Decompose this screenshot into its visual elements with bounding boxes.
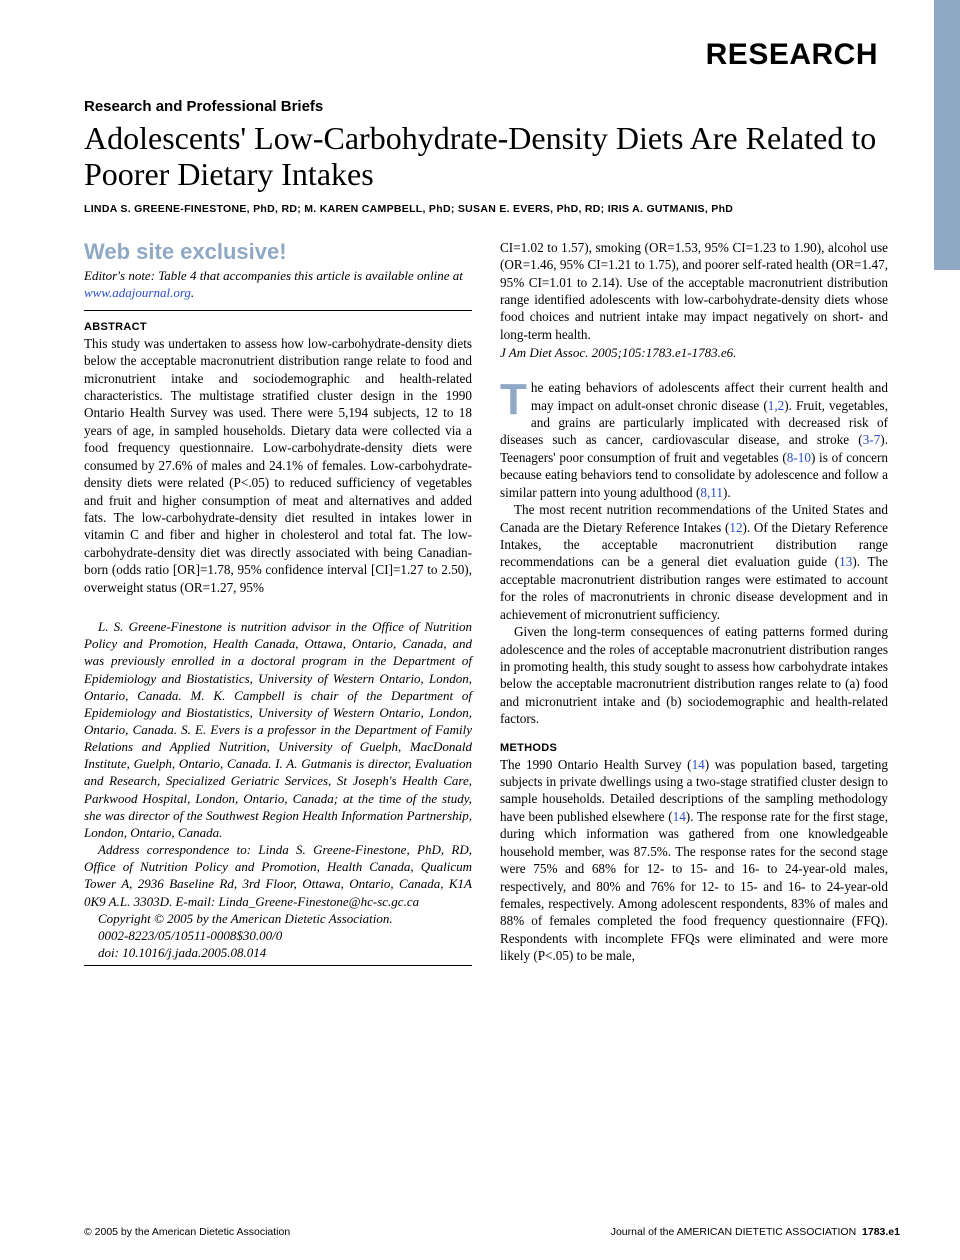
editor-note: Editor's note: Table 4 that accompanies … <box>84 267 472 302</box>
affil-p3: Copyright © 2005 by the American Dieteti… <box>84 910 472 927</box>
dropcap: T <box>500 379 531 418</box>
citation: J Am Diet Assoc. 2005;105:1783.e1-1783.e… <box>500 345 888 361</box>
affil-p4: 0002-8223/05/10511-0008$30.00/0 <box>84 927 472 944</box>
editor-note-suffix: . <box>191 285 194 300</box>
abstract-continued: CI=1.02 to 1.57), smoking (OR=1.53, 95% … <box>500 239 888 344</box>
affil-p1: L. S. Greene-Finestone is nutrition advi… <box>84 618 472 841</box>
editor-note-prefix: Editor's note: Table 4 that accompanies … <box>84 268 463 283</box>
footer-copyright: © 2005 by the American Dietetic Associat… <box>84 1226 290 1238</box>
footer-journal: Journal of the AMERICAN DIETETIC ASSOCIA… <box>611 1226 900 1238</box>
intro-text: The eating behaviors of adolescents affe… <box>500 379 888 727</box>
intro-p3: Given the long-term consequences of eati… <box>500 623 888 728</box>
page-footer: © 2005 by the American Dietetic Associat… <box>84 1226 900 1238</box>
affil-p2: Address correspondence to: Linda S. Gree… <box>84 841 472 910</box>
reference-link[interactable]: 12 <box>729 520 742 535</box>
footer-page-number: 1783.e1 <box>862 1226 900 1238</box>
divider-bottom <box>84 965 472 966</box>
methods-text: The 1990 Ontario Health Survey (14) was … <box>500 756 888 965</box>
abstract-label: ABSTRACT <box>84 321 472 333</box>
intro-p1: The eating behaviors of adolescents affe… <box>500 379 888 501</box>
reference-link[interactable]: 8-10 <box>787 450 811 465</box>
reference-link[interactable]: 3-7 <box>863 432 881 447</box>
abstract-paragraph: This study was undertaken to assess how … <box>84 335 472 596</box>
methods-p1: The 1990 Ontario Health Survey (14) was … <box>500 756 888 965</box>
affiliations: L. S. Greene-Finestone is nutrition advi… <box>84 618 472 961</box>
abstract-text: This study was undertaken to assess how … <box>84 335 472 596</box>
page-content: RESEARCH Research and Professional Brief… <box>0 0 960 1004</box>
abstract-cont-paragraph: CI=1.02 to 1.57), smoking (OR=1.53, 95% … <box>500 239 888 344</box>
web-exclusive-heading: Web site exclusive! <box>84 239 472 265</box>
reference-link[interactable]: 1,2 <box>768 398 784 413</box>
reference-link[interactable]: 14 <box>673 809 686 824</box>
reference-link[interactable]: 13 <box>839 554 852 569</box>
divider <box>84 310 472 311</box>
authors: LINDA S. GREENE-FINESTONE, PhD, RD; M. K… <box>84 203 888 215</box>
footer-journal-text: Journal of the AMERICAN DIETETIC ASSOCIA… <box>611 1226 856 1238</box>
methods-label: METHODS <box>500 742 888 754</box>
left-column: Web site exclusive! Editor's note: Table… <box>84 239 472 975</box>
affil-p5: doi: 10.1016/j.jada.2005.08.014 <box>84 944 472 961</box>
reference-link[interactable]: 8,11 <box>700 485 723 500</box>
right-column: CI=1.02 to 1.57), smoking (OR=1.53, 95% … <box>500 239 888 975</box>
reference-link[interactable]: 14 <box>692 757 705 772</box>
side-tab <box>934 0 960 270</box>
section-header: RESEARCH <box>84 38 888 72</box>
article-title: Adolescents' Low-Carbohydrate-Density Di… <box>84 121 888 193</box>
two-column-layout: Web site exclusive! Editor's note: Table… <box>84 239 888 975</box>
intro-p1-text: he eating behaviors of adolescents affec… <box>500 380 888 500</box>
brief-label: Research and Professional Briefs <box>84 98 888 115</box>
intro-p2: The most recent nutrition recommendation… <box>500 501 888 623</box>
editor-note-link[interactable]: www.adajournal.org <box>84 285 191 300</box>
